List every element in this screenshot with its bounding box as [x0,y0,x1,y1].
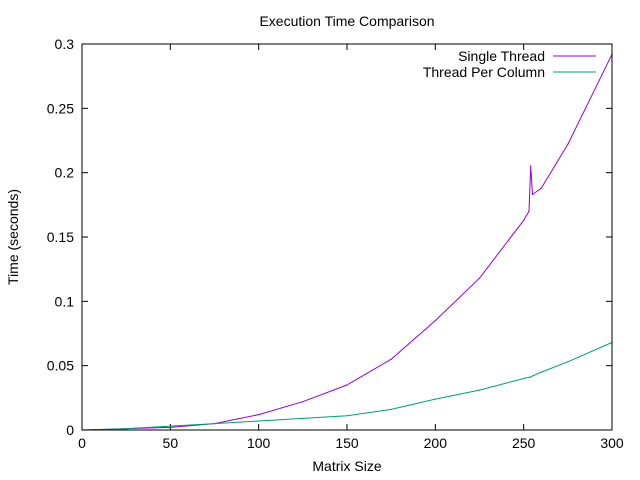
data-point [530,165,532,167]
data-point [390,358,392,360]
data-point [528,210,530,212]
data-point [540,187,542,189]
legend-label: Thread Per Column [423,64,545,80]
y-tick-label: 0.1 [55,293,75,309]
data-point [540,371,542,373]
data-point [567,143,569,145]
data-point [258,420,260,422]
y-tick-label: 0.2 [55,165,75,181]
y-axis-label: Time (seconds) [5,189,21,285]
data-point [434,320,436,322]
data-point [346,415,348,417]
y-tick-label: 0.3 [55,36,75,52]
data-point [528,376,530,378]
chart-title: Execution Time Comparison [259,13,434,29]
axis-ticks: 0 50 100 150 200 250 300 0 0.05 0.1 0.15 0.2 0.25 0.3 [47,36,624,451]
data-point [346,384,348,386]
data-point [531,375,534,377]
x-tick-label: 50 [163,435,179,451]
data-point [523,219,525,221]
data-point [302,401,304,403]
x-axis-label: Matrix Size [312,458,381,474]
legend-label: Single Thread [458,48,545,64]
x-tick-label: 150 [335,435,359,451]
x-tick-label: 300 [600,435,624,451]
y-tick-label: 0 [66,422,74,438]
data-point [531,193,534,196]
y-tick-label: 0.15 [47,229,74,245]
x-tick-label: 0 [78,435,86,451]
data-point [125,428,127,430]
data-point [169,425,171,427]
data-point [478,389,481,391]
data-point [258,414,260,416]
data-point [390,408,392,410]
data-point [213,423,216,425]
data-point [434,398,436,400]
y-tick-label: 0.05 [47,358,74,374]
data-point [523,377,525,380]
data-point [169,426,171,428]
x-tick-label: 250 [512,435,536,451]
data-point [530,376,532,378]
data-point [302,417,304,419]
series-lines [81,53,613,431]
plot-frame [81,43,613,431]
data-point [567,361,569,363]
x-tick-label: 200 [424,435,448,451]
x-tick-label: 100 [247,435,271,451]
data-point [478,277,481,279]
y-tick-label: 0.25 [47,100,74,116]
